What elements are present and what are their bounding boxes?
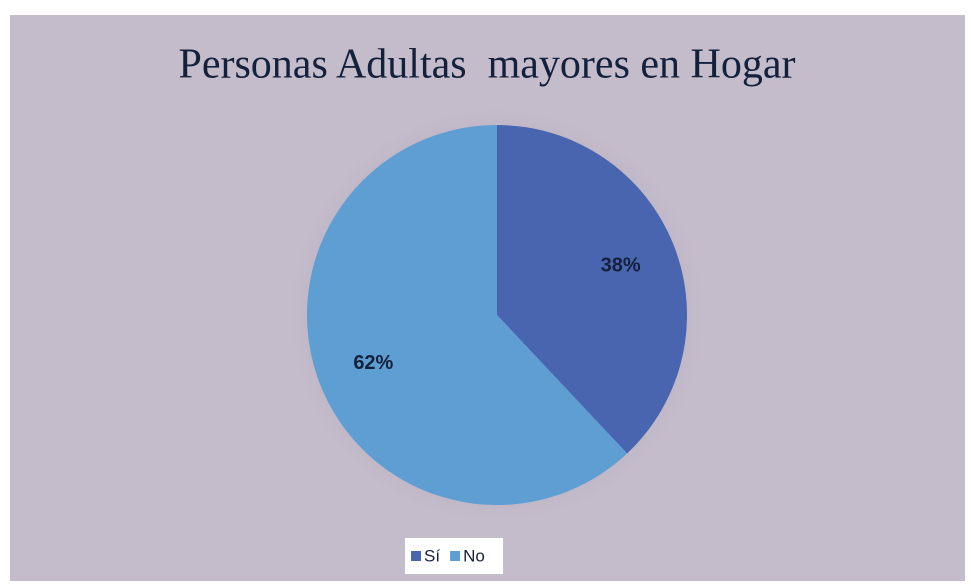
legend-text: No — [463, 546, 485, 565]
legend-text: Sí — [424, 546, 440, 565]
chart-title: Personas Adultas mayores en Hogar — [178, 42, 795, 88]
pie-slice — [306, 125, 628, 506]
legend-swatch — [450, 551, 461, 561]
pie-slice — [497, 125, 687, 454]
value-label: 38% — [601, 254, 641, 276]
legend-swatch — [411, 551, 421, 561]
value-label: 62% — [353, 352, 393, 374]
